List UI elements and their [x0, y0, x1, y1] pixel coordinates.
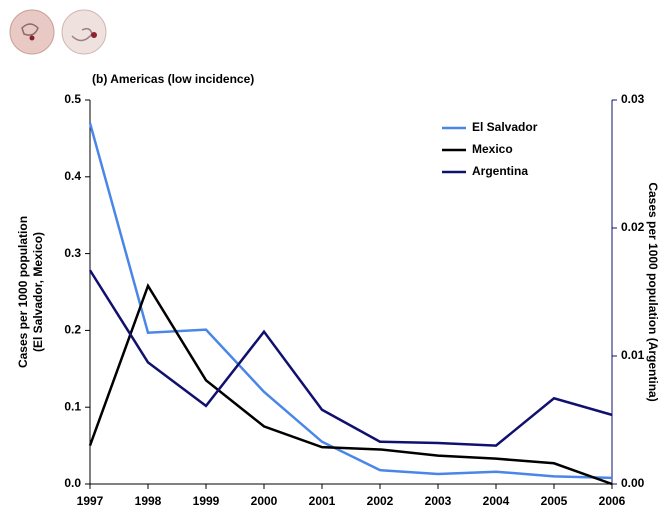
y-label-line: Cases per 1000 population	[16, 216, 30, 368]
y2-tick-label: 0.01	[621, 348, 645, 362]
legend-label: El Salvador	[472, 120, 538, 134]
y2-axis-label: Cases per 1000 population (Argentina)	[646, 182, 660, 401]
x-tick-label: 2006	[599, 494, 626, 508]
y-tick-label: 0.0	[64, 476, 81, 490]
y-label-line: (El Salvador, Mexico)	[31, 232, 45, 352]
cell-images	[9, 9, 107, 55]
x-tick-label: 1999	[193, 494, 220, 508]
parasite	[21, 23, 39, 36]
y-axis-label: Cases per 1000 population (El Salvador, …	[16, 216, 45, 368]
subtitle: (b) Americas (low incidence)	[92, 72, 254, 86]
x-tick-label: 2002	[367, 494, 394, 508]
cell-image	[9, 9, 55, 55]
y2-tick-label: 0.00	[621, 476, 645, 490]
x-tick-label: 1997	[77, 494, 104, 508]
y-tick-label: 0.5	[64, 92, 81, 106]
y-tick-label: 0.2	[64, 323, 81, 337]
parasite-dot	[29, 35, 35, 41]
y2-tick-label: 0.02	[621, 220, 645, 234]
cell-image	[61, 9, 107, 55]
legend-label: Argentina	[472, 164, 528, 178]
y-tick-label: 0.3	[64, 246, 81, 260]
y-tick-label: 0.1	[64, 399, 81, 413]
x-tick-label: 2000	[251, 494, 278, 508]
y-tick-label: 0.4	[64, 169, 81, 183]
y2-tick-label: 0.03	[621, 92, 645, 106]
legend-label: Mexico	[472, 142, 513, 156]
series-line	[88, 282, 613, 486]
x-tick-label: 2001	[309, 494, 336, 508]
x-tick-label: 1998	[135, 494, 162, 508]
series-line	[88, 269, 613, 447]
x-tick-label: 2005	[541, 494, 568, 508]
parasite-dot	[91, 32, 97, 38]
x-tick-label: 2003	[425, 494, 452, 508]
x-tick-label: 2004	[483, 494, 510, 508]
